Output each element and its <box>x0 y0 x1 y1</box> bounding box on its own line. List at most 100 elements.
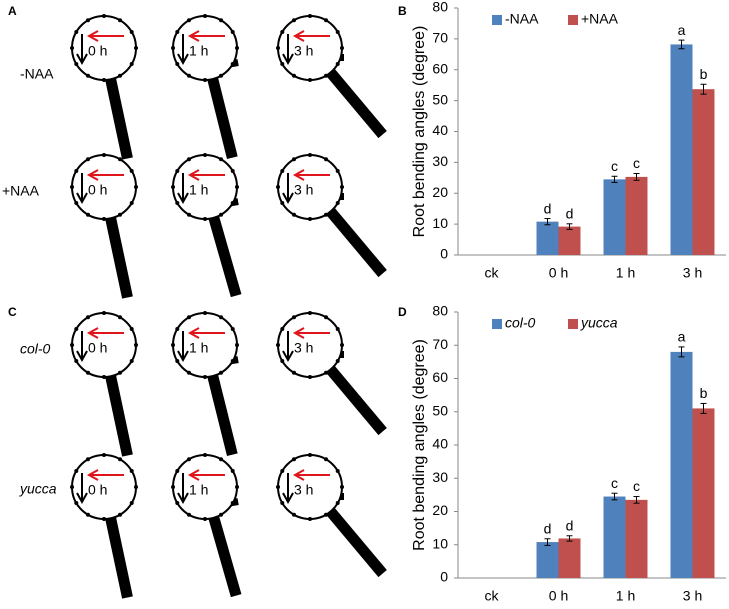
significance-letter: c <box>633 155 640 171</box>
lens-dot <box>70 343 74 347</box>
lens-dot <box>171 485 175 489</box>
lens-dot <box>86 457 90 462</box>
gravity-arrow-head <box>177 350 189 363</box>
x-tick-label: ck <box>485 588 500 604</box>
light-arrow-head <box>86 327 99 339</box>
lens-dot <box>335 469 340 473</box>
gravity-arrow-head <box>76 350 88 363</box>
lens-dot <box>102 453 106 457</box>
row-label: -NAA <box>20 66 54 82</box>
lens-dot <box>74 30 79 34</box>
lens-dot <box>219 315 223 320</box>
lens-dot <box>230 62 235 66</box>
lens-dot <box>203 375 207 379</box>
panel-label: D <box>398 305 407 319</box>
gravity-arrow-head <box>177 53 189 66</box>
error-bar <box>700 83 707 95</box>
lens-dot <box>74 201 79 205</box>
legend-swatch <box>568 319 578 329</box>
panel-label: A <box>8 4 17 18</box>
row-label: +NAA <box>2 183 40 199</box>
y-tick-label: 30 <box>432 469 448 485</box>
error-bar <box>633 496 640 504</box>
gravity-arrow-head <box>282 350 294 363</box>
time-label: 0 h <box>88 43 107 59</box>
gravity-arrow-head <box>76 492 88 505</box>
lens-dot <box>335 359 340 363</box>
lens-dot <box>118 457 122 462</box>
lens-dot <box>340 343 344 347</box>
lens-dot <box>230 359 235 363</box>
significance-letter: d <box>544 520 552 536</box>
lens-dot <box>219 157 223 162</box>
gravity-arrow-head <box>76 192 88 205</box>
lens-dot <box>129 62 134 66</box>
root <box>104 513 133 599</box>
light-arrow-head <box>86 30 99 42</box>
lens-dot <box>324 370 328 375</box>
lens-dot <box>74 359 79 363</box>
lens-dot <box>219 457 223 462</box>
lens-dot <box>70 46 74 50</box>
y-tick-label: 60 <box>432 60 448 76</box>
lens-dot <box>340 485 344 489</box>
lens-dot <box>187 370 191 375</box>
lens-dot <box>292 212 296 217</box>
lens-dot <box>340 46 344 50</box>
gravity-arrow-head <box>177 492 189 505</box>
y-tick-label: 0 <box>440 246 448 262</box>
lens-dot <box>129 327 134 331</box>
lens-dot <box>134 185 138 189</box>
lens-dot <box>187 315 191 320</box>
error-bar <box>544 538 551 546</box>
lens-dot <box>230 501 235 505</box>
lens-dot <box>335 201 340 205</box>
y-tick-label: 40 <box>432 436 448 452</box>
lens-dot <box>203 311 207 315</box>
lens-dot <box>280 359 285 363</box>
legend-label: col-0 <box>505 315 536 331</box>
y-tick-label: 70 <box>432 336 448 352</box>
lens-dot <box>102 375 106 379</box>
lens-dot <box>292 370 296 375</box>
lens-dot <box>70 485 74 489</box>
lens-dot <box>219 512 223 517</box>
bar <box>625 176 648 255</box>
lens-dot <box>187 18 191 23</box>
lens-dot <box>308 153 312 157</box>
lens-dot <box>74 62 79 66</box>
lens-dot <box>219 18 223 23</box>
lens-dot <box>276 46 280 50</box>
bar <box>625 499 648 578</box>
y-tick-label: 80 <box>432 303 448 319</box>
lens-dot <box>175 359 180 363</box>
light-arrow-head <box>187 469 200 481</box>
significance-letter: c <box>611 475 618 491</box>
time-label: 3 h <box>294 482 313 498</box>
legend-swatch <box>492 319 502 329</box>
lens-dot <box>118 18 122 23</box>
time-label: 1 h <box>189 43 208 59</box>
lens-dot <box>335 501 340 505</box>
lens-dot <box>308 14 312 18</box>
lens-dot <box>335 62 340 66</box>
lens-dot <box>219 73 223 78</box>
lens-dot <box>280 327 285 331</box>
lens-dot <box>219 370 223 375</box>
lens-dot <box>235 485 239 489</box>
lens-dot <box>292 18 296 23</box>
x-tick-label: 0 h <box>549 588 568 604</box>
lens-dot <box>280 30 285 34</box>
lens-dot <box>324 457 328 462</box>
lens-dot <box>335 169 340 173</box>
lens-dot <box>86 157 90 162</box>
lens-dot <box>276 343 280 347</box>
lens-dot <box>118 315 122 320</box>
lens-dot <box>74 469 79 473</box>
time-label: 1 h <box>189 340 208 356</box>
lens-dot <box>308 78 312 82</box>
panel-label: C <box>8 305 17 319</box>
time-label: 0 h <box>88 182 107 198</box>
lens-dot <box>175 201 180 205</box>
lens-dot <box>129 169 134 173</box>
